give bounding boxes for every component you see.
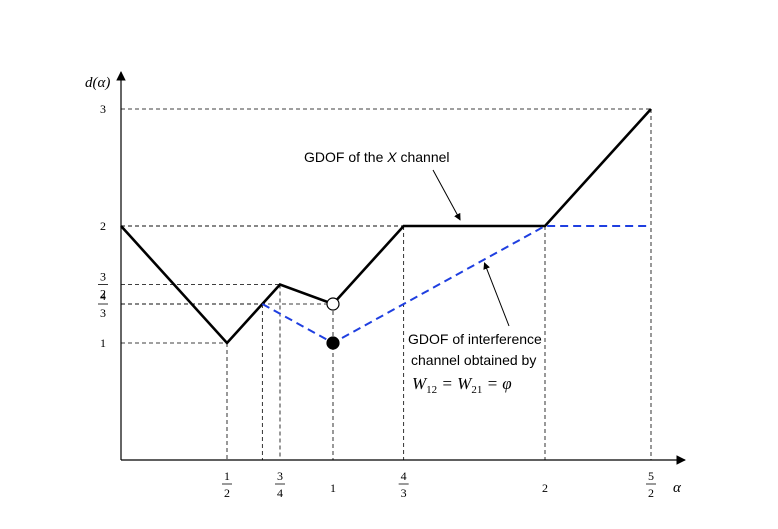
annotation-arrow-x-channel	[432, 169, 461, 221]
x-tick-label-1-den: 4	[277, 486, 283, 500]
y-tick-label-3: 2	[100, 219, 106, 233]
x-tick-label-2: 1	[330, 481, 336, 495]
series-line-1	[261, 225, 651, 345]
x-tick-label-5-den: 2	[648, 486, 654, 500]
point-marker-filled	[326, 336, 340, 350]
y-tick-label-1-den: 3	[100, 306, 106, 320]
y-axis-label: d(α)	[85, 75, 110, 91]
y-tick-label-4: 3	[100, 102, 106, 116]
x-axis-label: α	[673, 480, 682, 496]
x-tick-label-1-num: 3	[277, 469, 283, 483]
annotation-arrow-interference	[483, 262, 510, 327]
y-tick-label-2-num: 3	[100, 270, 106, 284]
x-tick-label-3-den: 3	[401, 486, 407, 500]
y-tick-label-2-den: 2	[100, 287, 106, 301]
y-tick-label-0: 1	[100, 336, 106, 350]
x-tick-label-3-num: 4	[401, 469, 407, 483]
x-tick-label-4: 2	[542, 481, 548, 495]
annotation-interference-line1: GDOF of interference	[408, 331, 542, 347]
y-tick-label-1-num: 4	[100, 289, 106, 303]
annotation-formula: W12 = W21 = φ	[412, 374, 512, 396]
annotation-interference-line2: channel obtained by	[411, 352, 536, 368]
x-tick-label-5-num: 5	[648, 469, 654, 483]
point-marker-open	[326, 297, 340, 311]
x-tick-label-0-den: 2	[224, 486, 230, 500]
x-tick-label-0-num: 1	[224, 469, 230, 483]
annotation-x-channel: GDOF of the X channel	[304, 149, 450, 165]
